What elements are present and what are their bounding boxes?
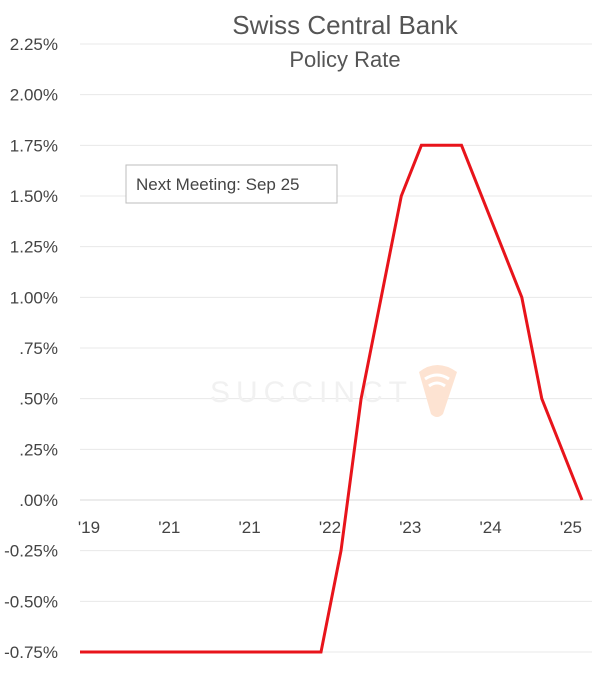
x-tick-label: '22: [319, 518, 341, 537]
y-tick-label: .25%: [19, 440, 58, 459]
x-tick-label: '23: [399, 518, 421, 537]
y-tick-label: -0.75%: [4, 643, 58, 662]
x-tick-label: '24: [480, 518, 502, 537]
x-axis-tick-labels: '19 '21 '21 '22 '23 '24 '25: [78, 518, 582, 537]
grid-lines: [80, 43, 592, 653]
y-tick-label: -0.50%: [4, 592, 58, 611]
chart-subtitle: Policy Rate: [289, 47, 400, 72]
x-tick-label: '25: [560, 518, 582, 537]
x-tick-label: '19: [78, 518, 100, 537]
annotation-frame: [125, 164, 338, 204]
y-axis-tick-labels: 2.25% 2.00% 1.75% 1.50% 1.25% 1.00% .75% .50% .2…: [4, 35, 58, 662]
y-tick-label: .50%: [19, 390, 58, 409]
y-tick-label: 1.25%: [10, 238, 58, 257]
policy-rate-line: [80, 143, 584, 654]
y-tick-label: -0.25%: [4, 542, 58, 561]
x-tick-label: '21: [239, 518, 261, 537]
y-tick-label: 1.00%: [10, 288, 58, 307]
watermark-logo-icon: [419, 365, 457, 417]
watermark: SUCCINCT: [210, 365, 457, 417]
series-layer: [80, 143, 584, 654]
chart-title: Swiss Central Bank: [232, 10, 458, 40]
y-tick-label: .75%: [19, 339, 58, 358]
x-tick-label: '21: [158, 518, 180, 537]
y-tick-label: 2.25%: [10, 35, 58, 54]
annotation-box: Next Meeting: Sep 25: [125, 164, 338, 204]
annotation-text: Next Meeting: Sep 25: [136, 175, 299, 194]
y-tick-label: 1.50%: [10, 187, 58, 206]
watermark-text: SUCCINCT: [210, 376, 413, 409]
y-tick-label: 2.00%: [10, 86, 58, 105]
y-tick-label: .00%: [19, 491, 58, 510]
y-tick-label: 1.75%: [10, 136, 58, 155]
